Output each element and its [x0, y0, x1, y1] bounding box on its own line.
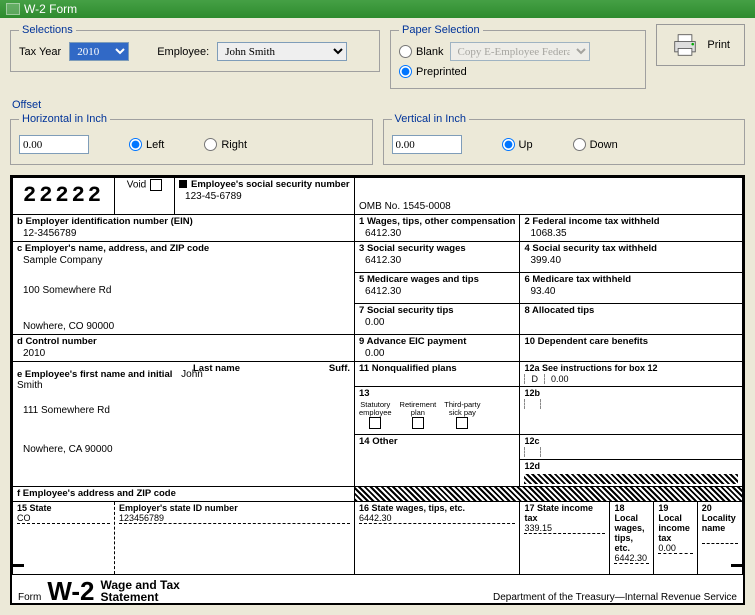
w2-form-window: W-2 Form Selections Tax Year 2010 Employ… [0, 0, 755, 615]
printer-icon [671, 33, 699, 57]
app-icon [6, 3, 20, 15]
offset-right-radio[interactable]: Right [204, 138, 247, 151]
w2-code22: 22222 [17, 179, 110, 212]
chk-retirement [412, 417, 424, 429]
offset-horiz-input[interactable] [19, 135, 89, 154]
paper-preprinted-radio[interactable]: Preprinted [399, 65, 467, 78]
void-checkbox [150, 179, 162, 191]
taxyear-select[interactable]: 2010 [69, 42, 129, 61]
offset-label: Offset [12, 99, 745, 111]
offset-horiz-legend: Horizontal in Inch [19, 113, 110, 125]
selections-legend: Selections [19, 24, 76, 36]
print-button[interactable]: Print [656, 24, 745, 66]
paper-copy-select: Copy E-Employee Federal [450, 42, 590, 61]
paper-legend: Paper Selection [399, 24, 483, 36]
titlebar: W-2 Form [0, 0, 755, 18]
offset-down-radio[interactable]: Down [573, 138, 618, 151]
chk-statutory [369, 417, 381, 429]
paper-selection-group: Paper Selection Blank Copy E-Employee Fe… [390, 24, 646, 89]
offset-vertical-group: Vertical in Inch Up Down [383, 113, 746, 165]
offset-up-radio[interactable]: Up [502, 138, 533, 151]
offset-left-radio[interactable]: Left [129, 138, 164, 151]
selections-group: Selections Tax Year 2010 Employee: John … [10, 24, 380, 72]
employee-label: Employee: [157, 46, 209, 58]
offset-vert-input[interactable] [392, 135, 462, 154]
window-title: W-2 Form [24, 2, 77, 16]
offset-horizontal-group: Horizontal in Inch Left Right [10, 113, 373, 165]
offset-vert-legend: Vertical in Inch [392, 113, 470, 125]
employee-select[interactable]: John Smith [217, 42, 347, 61]
chk-sickpay [456, 417, 468, 429]
paper-blank-radio[interactable]: Blank [399, 45, 444, 58]
w2-preview: 22222 Void Employee's social security nu… [10, 175, 745, 605]
taxyear-label: Tax Year [19, 46, 61, 58]
